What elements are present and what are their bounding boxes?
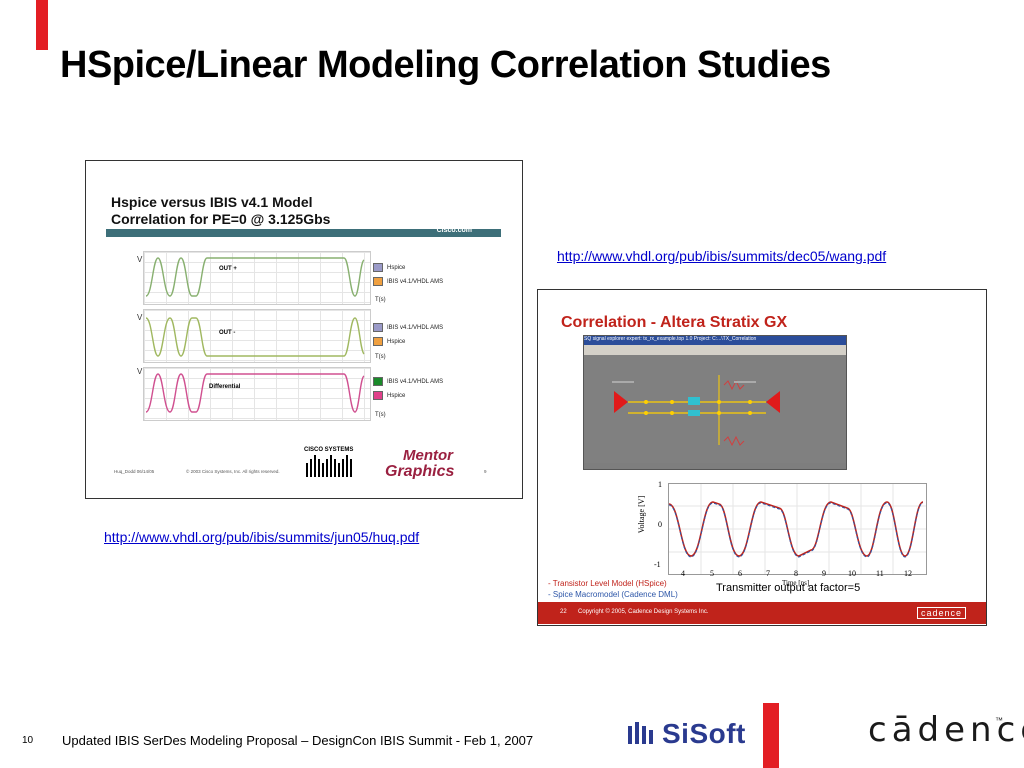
cisco-systems-logo: CISCO SYSTEMS	[304, 447, 354, 477]
x-tick-6: 6	[738, 569, 742, 578]
cisco-bars-icon	[306, 455, 352, 477]
signal-explorer-titlebar: SQ signal explorer expert: tx_rx_example…	[584, 336, 846, 345]
sisoft-logo: SiSoft	[662, 718, 746, 749]
legend-text: Hspice	[387, 339, 406, 346]
cisco-foot-copyright: © 2003 Cisco Systems, Inc. All rights re…	[186, 469, 280, 474]
signal-explorer-toolbar	[584, 345, 846, 355]
footer-accent-bar	[763, 703, 779, 768]
plot1-legend-2: IBIS v4.1/VHDL AMS	[373, 277, 443, 286]
plot-out-plus-waveform	[145, 257, 365, 297]
title-accent-bar	[36, 0, 48, 50]
legend-transistor-model: - Transistor Level Model (HSpice)	[548, 579, 667, 588]
altera-waveform	[668, 484, 926, 574]
plot-out-minus-waveform	[145, 317, 365, 357]
legend-swatch	[373, 391, 383, 400]
cadence-logo: cādence	[868, 710, 1024, 750]
x-tick-7: 7	[766, 569, 770, 578]
altera-correlation-slide: Correlation - Altera Stratix GX SQ signa…	[537, 289, 987, 626]
y-tick-minus1: -1	[654, 560, 661, 569]
legend-swatch	[373, 377, 383, 386]
plot3-legend-1: IBIS v4.1/VHDL AMS	[373, 377, 443, 386]
altera-slide-title: Correlation - Altera Stratix GX	[561, 314, 788, 331]
legend-swatch	[373, 323, 383, 332]
y-tick-0: 0	[658, 520, 662, 529]
plot-differential: Differential	[143, 367, 371, 421]
cadence-slide-footer: 22 Copyright © 2005, Cadence Design Syst…	[538, 602, 986, 624]
plot-out-plus: OUT +	[143, 251, 371, 305]
x-tick-12: 12	[904, 569, 912, 578]
legend-spice-macromodel: - Spice Macromodel (Cadence DML)	[548, 590, 678, 599]
cadence-slide-logo: cadence	[916, 607, 966, 619]
legend-text: Hspice	[387, 393, 406, 400]
footer-text: Updated IBIS SerDes Modeling Proposal – …	[62, 733, 534, 748]
wang-pdf-link[interactable]: http://www.vhdl.org/pub/ibis/summits/dec…	[557, 248, 887, 264]
plot1-legend-1: Hspice	[373, 263, 405, 272]
legend-text: IBIS v4.1/VHDL AMS	[387, 279, 444, 286]
cisco-header-band	[106, 229, 501, 237]
sisoft-logo-icon	[628, 722, 653, 744]
legend-swatch	[373, 337, 383, 346]
x-tick-4: 4	[681, 569, 685, 578]
plot3-legend-2: Hspice	[373, 391, 405, 400]
legend-text: Hspice	[387, 265, 406, 272]
mentor-graphics-logo: Mentor Graphics	[383, 447, 475, 480]
cadence-trademark: ™	[995, 716, 1003, 725]
cisco-slide-title-line2: Correlation for PE=0 @ 3.125Gbs	[111, 211, 331, 227]
altera-waveform-plot	[668, 483, 927, 575]
cisco-foot-page: 9	[484, 469, 487, 474]
plot-out-minus-label: OUT -	[219, 330, 236, 336]
x-tick-10: 10	[848, 569, 856, 578]
cisco-foot-left: Huq_Dodd 06/14/05	[114, 469, 155, 474]
cisco-slide-title: Hspice versus IBIS v4.1 Model Correlatio…	[111, 194, 330, 228]
x-tick-5: 5	[710, 569, 714, 578]
altera-y-axis-label: Voltage [V]	[637, 495, 647, 534]
plot-out-minus: OUT -	[143, 309, 371, 363]
legend-text: IBIS v4.1/VHDL AMS	[387, 379, 444, 386]
x-tick-11: 11	[876, 569, 884, 578]
x-tick-8: 8	[794, 569, 798, 578]
svg-text:Graphics: Graphics	[385, 463, 454, 479]
legend-swatch	[373, 263, 383, 272]
signal-explorer-window: SQ signal explorer expert: tx_rx_example…	[583, 335, 847, 470]
plot3-v-label: V	[137, 367, 143, 376]
plot2-v-label: V	[137, 313, 143, 322]
plot3-axis-unit: T(s)	[375, 412, 386, 418]
plot1-v-label: V	[137, 255, 143, 264]
cadence-slide-copyright: Copyright © 2005, Cadence Design Systems…	[578, 609, 709, 615]
altera-x-axis-label: Time [ns]	[782, 579, 810, 587]
plot2-legend-1: IBIS v4.1/VHDL AMS	[373, 323, 443, 332]
plot-out-plus-label: OUT +	[219, 266, 237, 272]
plot-differential-waveform	[145, 373, 365, 413]
page-number: 10	[22, 735, 34, 746]
cisco-brand: Cisco.com	[436, 227, 472, 234]
plot2-axis-unit: T(s)	[375, 354, 386, 360]
plot2-legend-2: Hspice	[373, 337, 405, 346]
altera-caption: Transmitter output at factor=5	[716, 582, 861, 594]
huq-pdf-link[interactable]: http://www.vhdl.org/pub/ibis/summits/jun…	[104, 529, 420, 545]
mentor-graphics-logo-art: Mentor Graphics	[385, 447, 454, 480]
legend-swatch	[373, 277, 383, 286]
cadence-slide-page: 22	[560, 609, 567, 615]
x-tick-9: 9	[822, 569, 826, 578]
schematic-drawing	[612, 375, 780, 447]
svg-text:Mentor: Mentor	[403, 447, 454, 464]
signal-explorer-schematic	[584, 355, 846, 463]
plot1-axis-unit: T(s)	[375, 297, 386, 303]
y-tick-1: 1	[658, 480, 662, 489]
page-title: HSpice/Linear Modeling Correlation Studi…	[60, 44, 831, 86]
legend-text: IBIS v4.1/VHDL AMS	[387, 325, 444, 332]
cisco-logo-text: CISCO SYSTEMS	[304, 447, 354, 453]
plot-differential-label: Differential	[209, 384, 241, 390]
cisco-slide-title-line1: Hspice versus IBIS v4.1 Model	[111, 194, 313, 210]
cisco-correlation-slide: Hspice versus IBIS v4.1 Model Correlatio…	[85, 160, 523, 499]
